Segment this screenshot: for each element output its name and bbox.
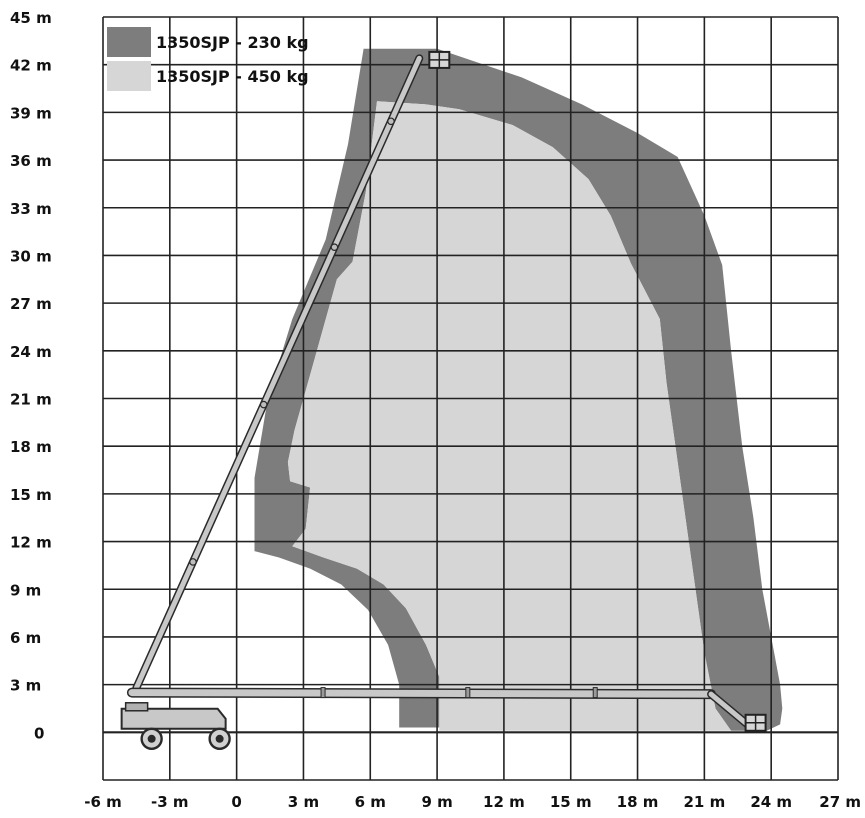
- y-tick-label: 36 m: [10, 152, 52, 170]
- legend-swatch: [107, 61, 151, 91]
- x-tick-label: -3 m: [151, 793, 189, 811]
- boom-joint: [592, 687, 598, 699]
- legend-label: 1350SJP - 450 kg: [156, 67, 309, 86]
- x-tick-label: 9 m: [421, 793, 452, 811]
- boom-joint: [320, 687, 326, 699]
- jib-extension: [707, 690, 756, 732]
- boom-joint: [189, 558, 197, 566]
- y-tick-label: 39 m: [10, 104, 52, 122]
- x-tick-label: 3 m: [288, 793, 319, 811]
- x-tick-label: 21 m: [683, 793, 725, 811]
- boom-joint: [387, 117, 395, 126]
- legend-item: 1350SJP - 450 kg: [107, 61, 309, 91]
- machine-layer: [120, 50, 767, 750]
- x-tick-label: 12 m: [483, 793, 525, 811]
- y-tick-label: 21 m: [10, 391, 52, 409]
- y-tick-label: 0: [34, 724, 44, 742]
- y-tick-label: 18 m: [10, 438, 52, 456]
- series-layer: [254, 48, 783, 731]
- x-tick-label: 27 m: [819, 793, 861, 811]
- legend: 1350SJP - 230 kg 1350SJP - 450 kg: [107, 27, 309, 91]
- y-tick-label: 24 m: [10, 343, 52, 361]
- y-tick-label: 6 m: [10, 629, 41, 647]
- ticks-layer: 0 3 m 6 m 9 m 12 m 15 m 18 m 21 m 24 m 27 m 30 m 33…: [10, 9, 861, 811]
- x-tick-label: 6 m: [355, 793, 386, 811]
- legend-label: 1350SJP - 230 kg: [156, 33, 309, 52]
- y-tick-label: 27 m: [10, 295, 52, 313]
- y-tick-label: 42 m: [10, 57, 52, 75]
- lower-boom: [126, 687, 717, 700]
- y-tick-label: 12 m: [10, 534, 52, 552]
- x-tick-label: 15 m: [550, 793, 592, 811]
- x-tick-label: 24 m: [750, 793, 792, 811]
- boom-joint: [465, 687, 471, 699]
- platform-raised: [428, 50, 451, 69]
- upper-boom: [132, 54, 424, 692]
- legend-item: 1350SJP - 230 kg: [107, 27, 309, 57]
- y-tick-label: 45 m: [10, 9, 52, 27]
- series-area-2: [287, 101, 732, 731]
- y-tick-label: 15 m: [10, 486, 52, 504]
- y-tick-label: 33 m: [10, 200, 52, 218]
- y-tick-label: 3 m: [10, 677, 41, 695]
- platform-lowered: [744, 713, 767, 732]
- boom-joint: [259, 400, 268, 409]
- x-tick-label: 18 m: [617, 793, 659, 811]
- y-tick-label: 9 m: [10, 581, 41, 599]
- grid-layer: [102, 16, 839, 781]
- x-tick-label: 0: [231, 793, 241, 811]
- y-tick-label: 30 m: [10, 247, 52, 265]
- chassis: [120, 702, 231, 750]
- boom-joint: [330, 243, 339, 251]
- legend-swatch: [107, 27, 151, 57]
- x-tick-label: -6 m: [84, 793, 122, 811]
- series-area-1: [254, 48, 783, 731]
